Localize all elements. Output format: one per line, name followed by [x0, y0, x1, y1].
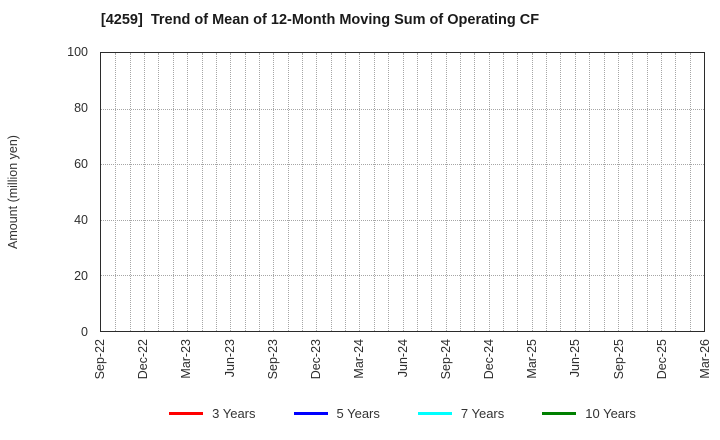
gridline-vertical: [129, 53, 131, 331]
x-tick-label: Dec-24: [481, 339, 496, 380]
legend-line-swatch: [169, 411, 204, 415]
gridline-vertical: [244, 53, 246, 331]
gridline-vertical: [345, 53, 347, 331]
legend-item-3-years: 3 Years: [169, 405, 256, 421]
gridline-vertical: [302, 53, 303, 331]
gridline-vertical: [488, 53, 490, 331]
x-tick-label: Mar-25: [525, 339, 540, 379]
legend: 3 Years 5 Years 7 Years 10 Years: [100, 403, 705, 423]
legend-label: 5 Years: [336, 405, 380, 421]
x-tick-label: Mar-26: [698, 339, 712, 379]
x-tick-label: Sep-25: [611, 339, 626, 380]
gridline-vertical: [316, 53, 318, 331]
gridline-vertical: [546, 53, 548, 331]
x-tick-label: Dec-22: [136, 339, 151, 380]
gridline-vertical: [158, 53, 160, 331]
gridline-vertical: [603, 53, 605, 331]
gridline-vertical: [560, 53, 562, 331]
gridline-vertical: [273, 53, 275, 331]
gridline-horizontal: [101, 219, 704, 221]
plot-area: [100, 52, 705, 332]
legend-item-5-years: 5 Years: [293, 405, 380, 421]
gridline-vertical: [589, 53, 591, 331]
legend-label: 10 Years: [585, 405, 636, 421]
gridline-vertical: [287, 53, 289, 331]
x-tick-label: Jun-25: [568, 339, 583, 378]
x-tick-label: Jun-24: [395, 339, 410, 378]
gridline-vertical: [373, 53, 375, 331]
gridline-vertical: [416, 53, 418, 331]
gridline-horizontal: [101, 108, 704, 110]
gridline-vertical: [215, 53, 217, 331]
x-tick-label: Dec-23: [309, 339, 324, 380]
gridline-vertical: [230, 53, 232, 331]
x-tick-label: Jun-23: [222, 339, 237, 378]
gridline-vertical: [617, 53, 619, 331]
legend-line-swatch: [417, 411, 452, 415]
gridline-vertical: [330, 53, 332, 331]
gridline-vertical: [431, 53, 433, 331]
gridline-vertical: [258, 53, 260, 331]
gridline-vertical: [474, 53, 476, 331]
gridline-vertical: [402, 53, 404, 331]
gridline-vertical: [359, 53, 361, 331]
gridline-vertical: [388, 53, 390, 331]
x-tick-label: Sep-24: [438, 339, 453, 380]
y-tick-label: 80: [74, 100, 88, 115]
y-axis-label: Amount (million yen): [6, 135, 20, 249]
gridline-vertical: [144, 53, 146, 331]
gridline-vertical: [574, 53, 576, 331]
x-tick-label: Mar-23: [179, 339, 194, 379]
legend-label: 7 Years: [460, 405, 505, 421]
gridline-vertical: [201, 53, 203, 331]
gridline-vertical: [459, 53, 461, 331]
gridline-vertical: [660, 53, 662, 331]
x-tick-label: Mar-24: [352, 339, 367, 379]
y-tick-label: 40: [74, 212, 88, 227]
legend-line-swatch: [542, 411, 577, 415]
gridline-horizontal: [101, 164, 704, 166]
x-tick-label: Sep-22: [93, 339, 107, 380]
gridline-vertical: [172, 53, 174, 331]
legend-line-swatch: [293, 411, 328, 415]
gridline-vertical: [115, 53, 117, 331]
gridline-vertical: [646, 53, 648, 331]
y-tick-label: 60: [74, 156, 88, 171]
gridline-vertical: [689, 53, 691, 331]
gridline-vertical: [517, 53, 519, 331]
x-tick-label: Sep-23: [265, 339, 280, 380]
x-tick-label: Dec-25: [654, 339, 669, 380]
gridline-vertical: [531, 53, 533, 331]
y-tick-label: 0: [81, 324, 88, 339]
y-tick-label: 20: [74, 268, 88, 283]
gridline-vertical: [503, 53, 504, 331]
gridline-vertical: [632, 53, 634, 331]
gridline-horizontal: [101, 275, 704, 277]
y-tick-label: 100: [67, 44, 88, 59]
legend-item-10-years: 10 Years: [542, 406, 636, 421]
gridline-vertical: [675, 53, 677, 331]
gridline-vertical: [187, 53, 189, 331]
gridline-vertical: [445, 53, 447, 331]
legend-label: 3 Years: [212, 405, 256, 421]
legend-item-7-years: 7 Years: [417, 405, 505, 421]
chart-title: [4259] Trend of Mean of 12-Month Moving …: [100, 12, 540, 28]
